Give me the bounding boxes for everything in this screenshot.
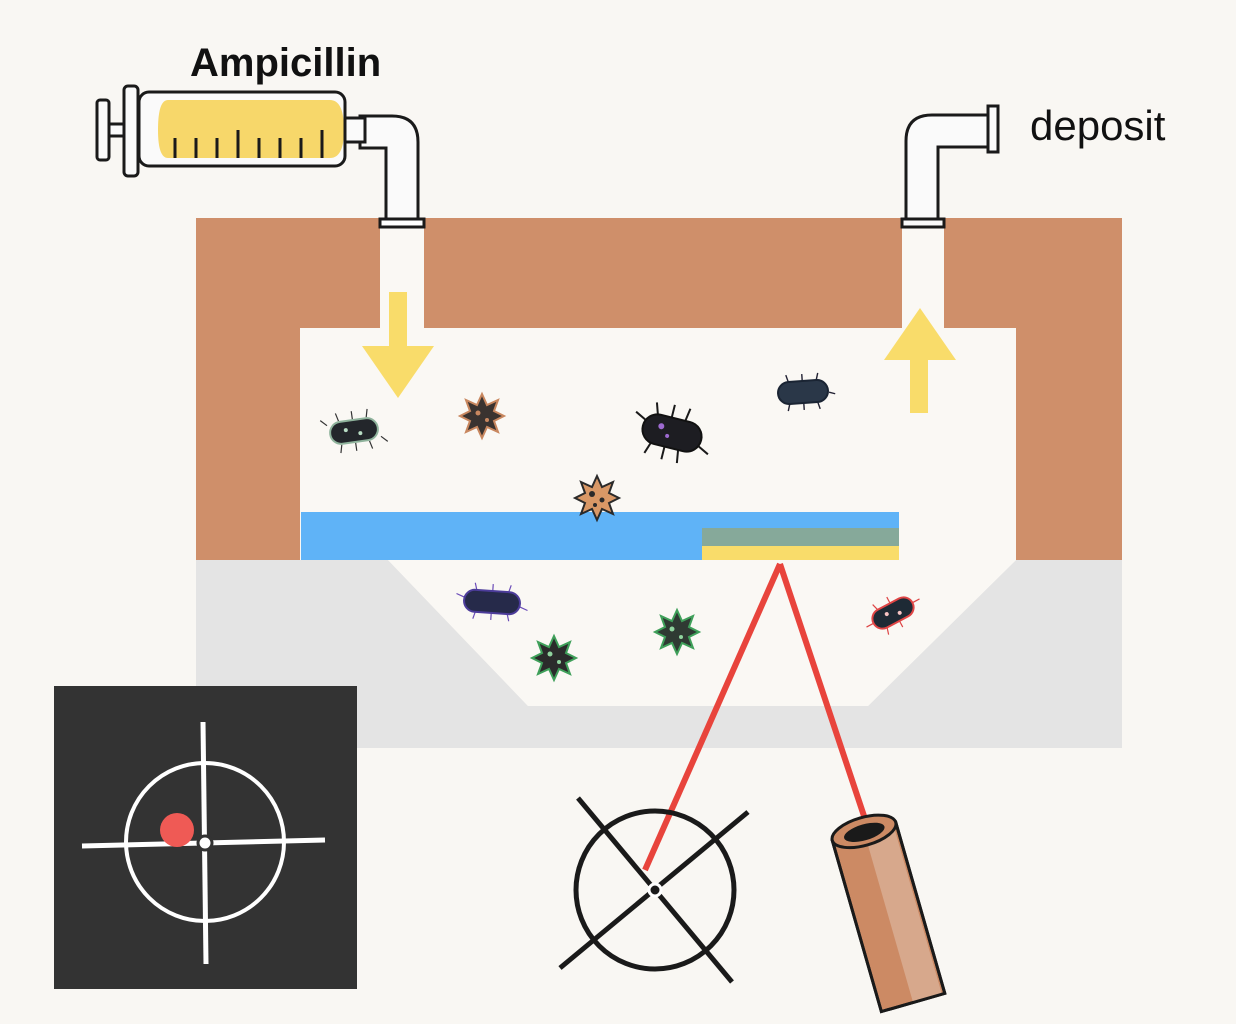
crosshair-target-icon <box>54 686 357 989</box>
sensor-chip <box>702 528 899 560</box>
inflow-arrow <box>362 292 434 398</box>
bacterium-icon <box>572 473 622 523</box>
bacterium-icon <box>652 607 702 657</box>
outflow-arrow <box>884 308 956 413</box>
outlet-pipe-icon <box>900 104 1000 229</box>
quadrant-photodetector-icon <box>558 796 750 984</box>
beam-spot <box>160 813 194 847</box>
bacterium-icon <box>635 402 709 464</box>
bacterium-icon <box>777 372 836 412</box>
input-drug-label: Ampicillin <box>190 41 381 85</box>
bacterium-icon <box>529 633 579 683</box>
laser-beam <box>642 562 869 872</box>
output-label: deposit <box>1030 102 1166 149</box>
bacterium-icon <box>319 408 389 454</box>
inlet-pipe-icon <box>358 114 426 229</box>
laser-source-icon <box>830 813 947 1014</box>
bacterium-icon <box>456 582 528 622</box>
chamber-wall <box>196 218 1122 560</box>
bacterium-icon <box>866 596 920 635</box>
syringe-icon <box>95 84 367 178</box>
bacterium-icon <box>457 391 507 441</box>
